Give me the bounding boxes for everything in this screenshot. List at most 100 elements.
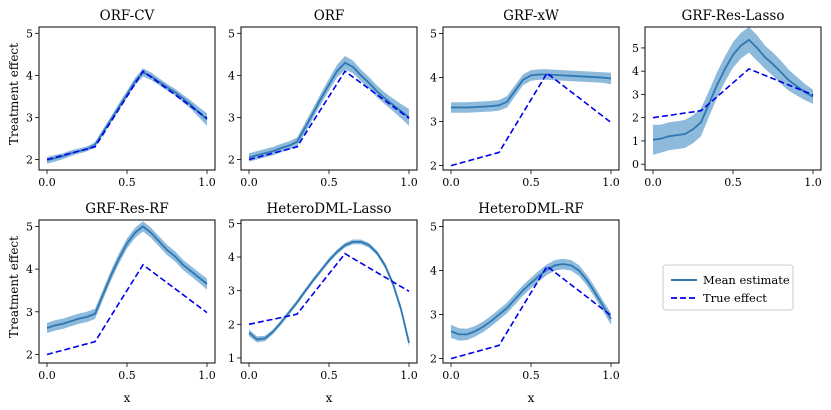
panel-grf-res-lasso: GRF-Res-Lasso 0.0 0.5 1.0 0 1 2 3 4 5 [632, 8, 822, 189]
y-tick-label: 0 [632, 158, 639, 171]
x-tick-label: 0.0 [38, 176, 56, 189]
x-tick-label: 0.5 [320, 369, 338, 382]
y-tick-label: 3 [228, 111, 235, 124]
panel-heterodml-lasso: HeteroDML-Lasso x 0.0 0.5 1.0 1 2 3 4 5 [228, 201, 418, 405]
y-tick-label: 2 [430, 353, 437, 366]
plot-frame [442, 219, 620, 364]
x-axis-label: x [528, 391, 535, 405]
legend-mean-label: Mean estimate [703, 273, 790, 287]
x-tick-label: 1.0 [602, 176, 620, 189]
x-tick-label: 1.0 [198, 176, 216, 189]
panel-title: ORF [314, 8, 345, 24]
y-tick-label: 1 [632, 135, 639, 148]
plot-frame [442, 26, 620, 171]
y-tick-label: 3 [26, 111, 33, 124]
y-tick-label: 5 [228, 217, 235, 230]
true-effect-line [248, 70, 410, 161]
mean-estimate-line [46, 71, 208, 162]
x-tick-label: 0.0 [240, 176, 258, 189]
y-tick-label: 2 [430, 160, 437, 173]
x-tick-label: 0.0 [38, 369, 56, 382]
mean-estimate-line [248, 61, 410, 159]
y-tick-label: 2 [632, 112, 639, 125]
true-effect-line [248, 252, 410, 326]
y-tick-label: 5 [430, 28, 437, 41]
y-tick-label: 3 [26, 306, 33, 319]
y-tick-label: 4 [430, 265, 437, 278]
y-tick-label: 2 [228, 318, 235, 331]
x-axis-label: x [124, 391, 131, 405]
true-effect-line [652, 67, 814, 119]
y-tick-label: 5 [26, 220, 33, 233]
panel-title: GRF-Res-RF [85, 201, 168, 217]
y-tick-label: 2 [228, 153, 235, 166]
mean-estimate-line [248, 240, 410, 344]
y-tick-label: 5 [26, 27, 33, 40]
y-axis-label: Treatment effect [7, 43, 21, 145]
x-tick-label: 1.0 [198, 369, 216, 382]
x-axis-label: x [326, 391, 333, 405]
panel-title: GRF-xW [503, 8, 559, 24]
panel-title: HeteroDML-Lasso [267, 201, 392, 217]
true-effect-line [46, 263, 208, 356]
y-tick-label: 5 [430, 221, 437, 234]
x-tick-label: 0.5 [118, 369, 136, 382]
legend-true-label: True effect [703, 291, 767, 305]
y-tick-label: 4 [228, 69, 235, 82]
mean-estimate-line [451, 73, 612, 109]
plot-frame [38, 219, 216, 364]
y-tick-label: 5 [632, 42, 639, 55]
y-tick-label: 3 [430, 309, 437, 322]
confidence-band [451, 258, 611, 341]
confidence-band [47, 68, 207, 164]
plot-frame [644, 26, 822, 171]
y-tick-label: 4 [228, 251, 235, 264]
panel-orf-cv: ORF-CV Treatment effect 0.0 0.5 1.0 2 3 4 5 [7, 8, 216, 189]
plot-frame [240, 219, 418, 364]
x-tick-label: 0.5 [724, 176, 742, 189]
x-tick-label: 0.5 [522, 176, 540, 189]
x-tick-label: 0.0 [644, 176, 662, 189]
panel-orf: ORF 0.0 0.5 1.0 2 3 4 5 [228, 8, 418, 189]
panel-title: ORF-CV [100, 8, 155, 24]
x-tick-label: 0.5 [320, 176, 338, 189]
y-tick-label: 1 [228, 352, 235, 365]
y-tick-label: 4 [26, 263, 33, 276]
y-tick-label: 4 [26, 69, 33, 82]
y-tick-label: 4 [430, 72, 437, 85]
confidence-band [47, 221, 207, 334]
panel-grf-res-rf: GRF-Res-RF Treatment effect x 0.0 0.5 1.0 2… [7, 201, 216, 405]
panel-title: HeteroDML-RF [478, 201, 583, 217]
mean-estimate-line [652, 38, 814, 141]
x-tick-label: 0.5 [522, 369, 540, 382]
panel-title: GRF-Res-Lasso [682, 8, 785, 24]
x-tick-label: 1.0 [400, 369, 418, 382]
panel-heterodml-rf: HeteroDML-RF x 0.0 0.5 1.0 2 3 4 5 [430, 201, 620, 405]
true-effect-line [46, 70, 208, 161]
y-tick-label: 3 [430, 116, 437, 129]
y-tick-label: 2 [26, 348, 33, 361]
legend-box [662, 264, 794, 311]
y-tick-label: 3 [632, 88, 639, 101]
y-tick-label: 4 [632, 65, 639, 78]
y-axis-label: Treatment effect [7, 236, 21, 338]
plot-frame [38, 26, 216, 171]
x-tick-label: 0.0 [240, 369, 258, 382]
x-tick-label: 0.0 [442, 369, 460, 382]
y-tick-label: 2 [26, 153, 33, 166]
true-effect-line [450, 72, 612, 167]
confidence-band [249, 56, 409, 162]
x-tick-label: 0.5 [118, 176, 136, 189]
y-tick-label: 3 [228, 285, 235, 298]
plot-frame [240, 26, 418, 171]
x-tick-label: 1.0 [400, 176, 418, 189]
panel-grf-xw: GRF-xW 0.0 0.5 1.0 2 3 4 5 [430, 8, 620, 189]
y-tick-label: 5 [228, 27, 235, 40]
mean-estimate-line [450, 263, 612, 336]
true-effect-line [450, 265, 612, 360]
x-tick-label: 1.0 [602, 369, 620, 382]
confidence-band [653, 27, 813, 155]
legend: Mean estimate True effect [662, 264, 794, 311]
x-tick-label: 0.0 [442, 176, 460, 189]
